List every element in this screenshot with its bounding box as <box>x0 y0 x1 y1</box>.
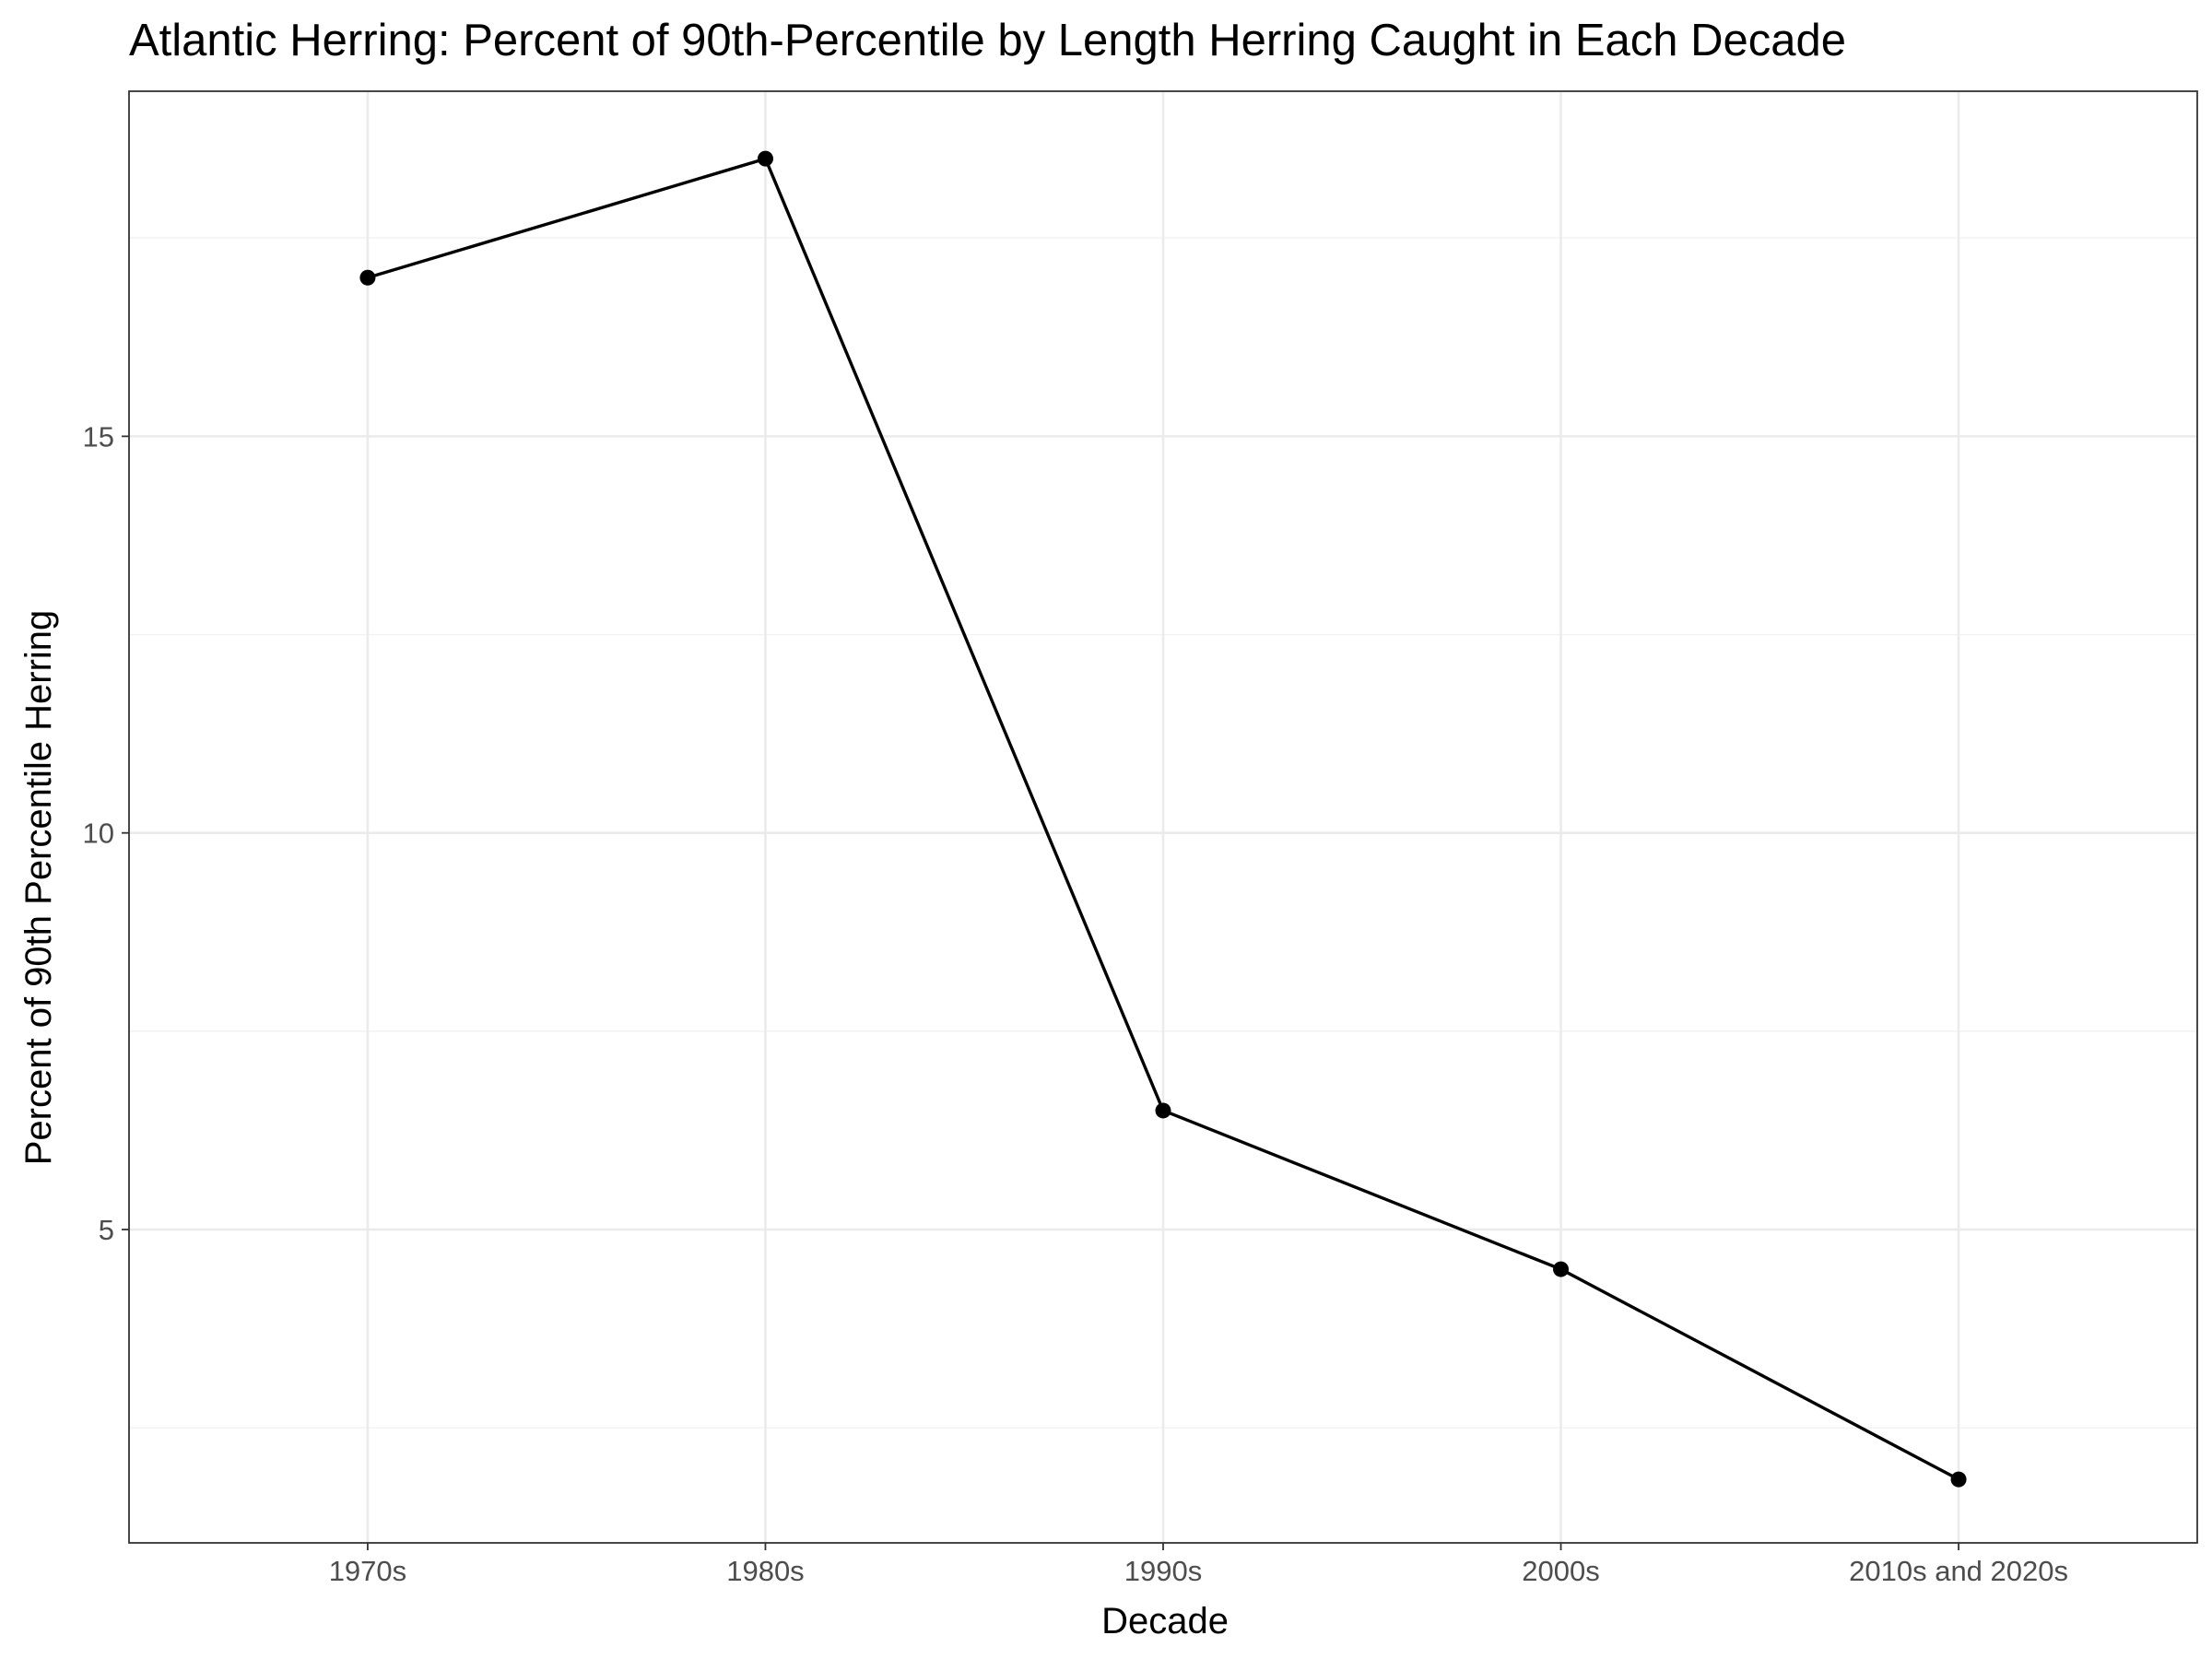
y-axis: 5 10 15 <box>83 420 129 1246</box>
x-axis: 1970s 1980s 1990s 2000s 2010s and 2020s <box>329 1543 2068 1587</box>
y-tick-label: 15 <box>83 420 114 453</box>
data-point <box>1950 1471 1967 1488</box>
data-point <box>757 150 773 167</box>
x-tick-label: 1970s <box>329 1555 406 1587</box>
y-axis-title: Percent of 90th Percentile Herring <box>18 610 59 1166</box>
data-point <box>1155 1102 1171 1119</box>
x-axis-title: Decade <box>1101 1601 1229 1641</box>
data-point <box>1553 1261 1570 1277</box>
grid <box>129 91 2197 1543</box>
x-tick-label: 2010s and 2020s <box>1849 1555 2068 1587</box>
series-layer <box>359 150 1967 1488</box>
y-tick-label: 10 <box>83 818 114 850</box>
x-tick-label: 1990s <box>1124 1555 1202 1587</box>
points-layer <box>359 150 1967 1488</box>
chart-title: Atlantic Herring: Percent of 90th-Percen… <box>129 16 1846 65</box>
x-tick-label: 2000s <box>1522 1555 1599 1587</box>
data-point <box>359 269 376 286</box>
y-tick-label: 5 <box>99 1214 114 1246</box>
x-tick-label: 1980s <box>726 1555 804 1587</box>
